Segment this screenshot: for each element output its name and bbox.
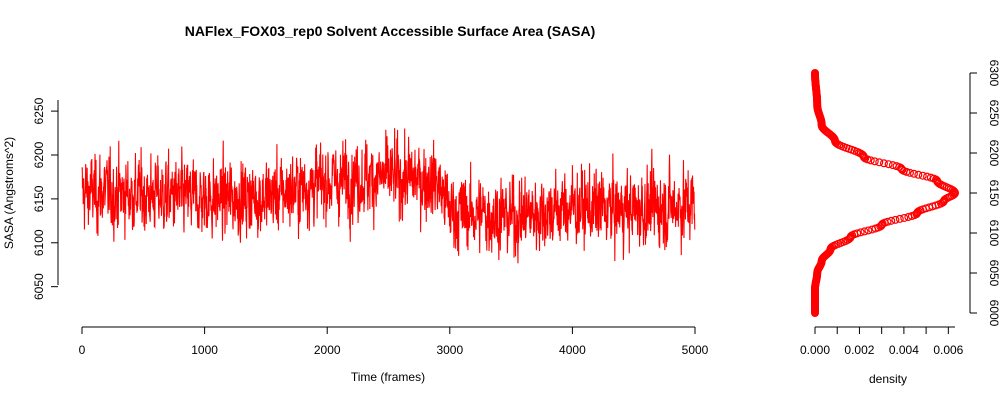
density-point	[918, 171, 927, 180]
density-point	[866, 156, 875, 165]
y-tick-label: 6250	[32, 97, 46, 124]
y-tick-label: 6150	[32, 185, 46, 212]
y-axis-label: SASA (Angstroms^2)	[2, 137, 16, 249]
x-axis-label: Time (frames)	[351, 370, 425, 384]
timeseries-axes: Time (frames) SASA (Angstroms^2)	[2, 100, 695, 384]
sasa-line	[81, 128, 696, 264]
density-point	[875, 158, 884, 167]
density-x-tick-label: 0.002	[844, 343, 874, 357]
density-point	[883, 217, 892, 226]
y-tick-label: 6050	[32, 273, 46, 300]
y-tick-label: 6100	[32, 229, 46, 256]
density-point	[891, 215, 900, 224]
density-point	[810, 68, 819, 77]
density-point	[856, 228, 865, 237]
x-tick-label: 1000	[191, 343, 218, 357]
density-ticks: 0.000 0.002 0.004 0.006 6000 6050 6100 6150 6200…	[800, 60, 1000, 357]
density-y-tick-label: 6150	[987, 180, 1000, 207]
density-point	[853, 229, 862, 238]
chart-title: NAFlex_FOX03_rep0 Solvent Accessible Sur…	[185, 23, 596, 39]
density-y-tick-label: 6100	[987, 220, 1000, 247]
density-y-tick-label: 6000	[987, 300, 1000, 327]
density-x-tick-label: 0.000	[800, 343, 830, 357]
density-axes: density	[815, 73, 971, 386]
density-point	[900, 213, 909, 222]
timeseries-ticks: 0 1000 2000 3000 4000 5000 6050 6100 6150 6200 625…	[32, 97, 709, 357]
x-tick-label: 5000	[682, 343, 709, 357]
density-y-tick-label: 6050	[987, 260, 1000, 287]
density-series	[810, 68, 959, 318]
x-tick-label: 0	[79, 343, 86, 357]
density-point	[860, 227, 869, 236]
density-y-tick-label: 6250	[987, 100, 1000, 127]
density-x-tick-label: 0.006	[933, 343, 963, 357]
density-y-tick-label: 6300	[987, 60, 1000, 87]
density-point	[926, 173, 935, 182]
density-point	[888, 161, 897, 170]
density-x-axis-label: density	[869, 372, 907, 386]
density-point	[879, 159, 888, 168]
y-tick-label: 6200	[32, 141, 46, 168]
density-point	[909, 169, 918, 178]
density-point	[864, 226, 873, 235]
density-point	[895, 214, 904, 223]
density-y-tick-label: 6200	[987, 140, 1000, 167]
density-point	[884, 160, 893, 169]
density-point	[892, 162, 901, 171]
density-point	[914, 170, 923, 179]
x-tick-label: 3000	[436, 343, 463, 357]
density-x-tick-label: 0.004	[889, 343, 919, 357]
sasa-series	[81, 128, 696, 264]
density-point	[870, 157, 879, 166]
density-point	[887, 216, 896, 225]
x-tick-label: 2000	[314, 343, 341, 357]
x-tick-label: 4000	[559, 343, 586, 357]
density-point	[923, 172, 932, 181]
